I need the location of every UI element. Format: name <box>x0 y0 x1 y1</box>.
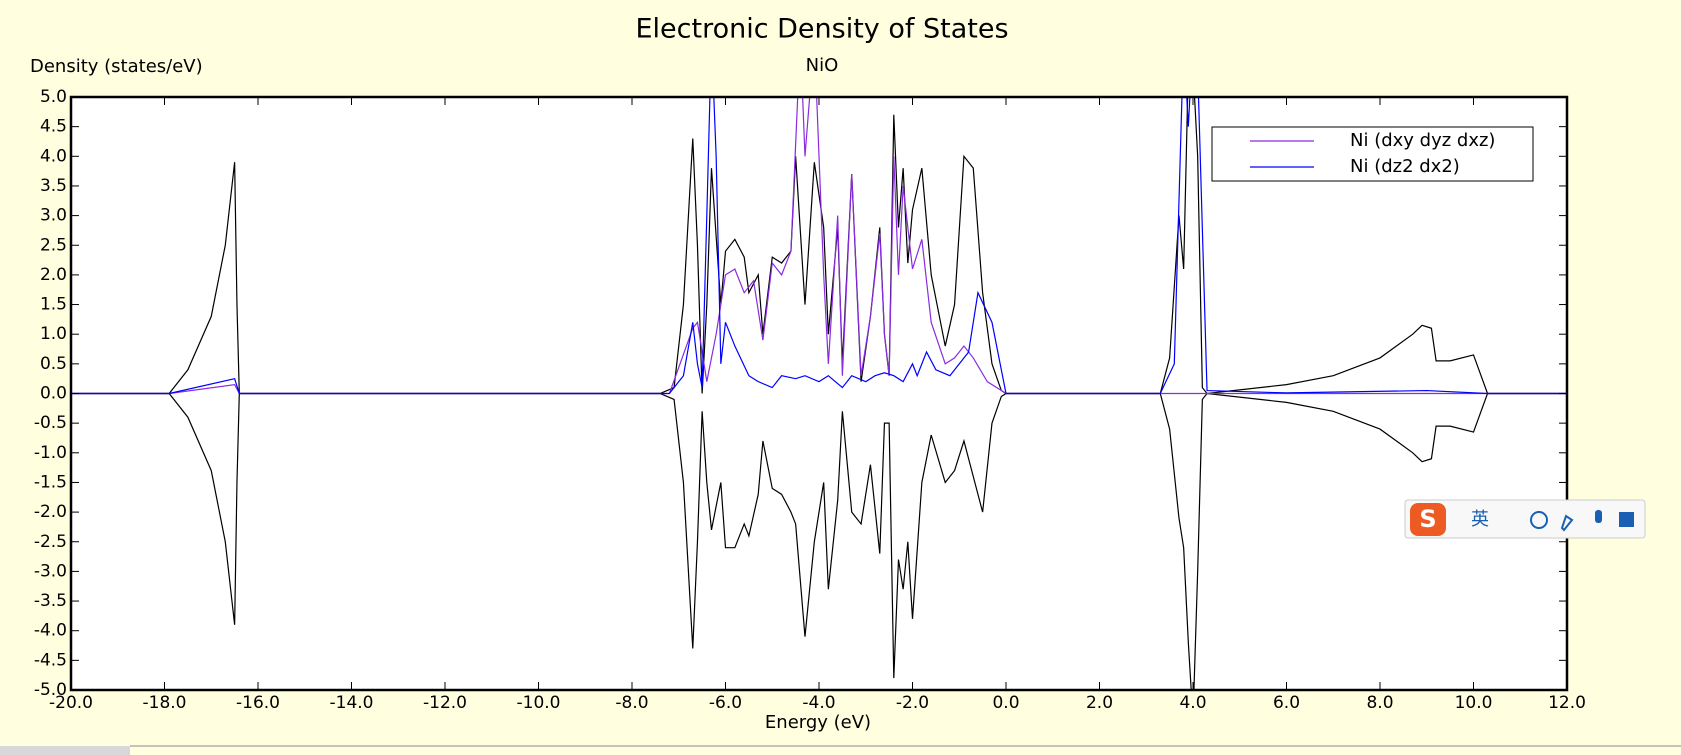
chart-title: Electronic Density of States <box>635 14 1008 45</box>
ime-logo-glyph: S <box>1419 505 1436 533</box>
x-tick-label: -16.0 <box>236 693 280 713</box>
ime-mic[interactable] <box>1595 510 1602 523</box>
ime-emoji[interactable] <box>1530 511 1548 529</box>
series-line <box>71 392 1567 690</box>
x-tick-label: -2.0 <box>896 693 929 713</box>
y-tick-label: -2.5 <box>34 532 67 552</box>
x-tick-label: -18.0 <box>143 693 187 713</box>
y-tick-label: -5.0 <box>34 680 67 700</box>
x-tick-label: -10.0 <box>517 693 561 713</box>
x-tick-label: 6.0 <box>1273 693 1300 713</box>
x-tick-label: -14.0 <box>330 693 374 713</box>
x-tick-label: -4.0 <box>802 693 835 713</box>
x-tick-label: 0.0 <box>992 693 1019 713</box>
ime-toolbar[interactable]: S 英 <box>1404 499 1646 539</box>
y-tick-label: 3.0 <box>40 206 67 226</box>
y-tick-label: 3.5 <box>40 176 67 196</box>
y-axis-label: Density (states/eV) <box>30 56 203 77</box>
status-tab <box>0 746 130 755</box>
ticks: 5.0 4.5 4.0 3.5 3.0 2.5 2.0 1.5 1.0 0.5 0.0 -0.5 -1.… <box>34 87 1586 713</box>
x-axis-label: Energy (eV) <box>765 712 871 733</box>
chart-subtitle: NiO <box>806 55 839 76</box>
ime-logo <box>1410 503 1446 536</box>
x-tick-label: 4.0 <box>1179 693 1206 713</box>
x-tick-label: 2.0 <box>1086 693 1113 713</box>
legend-label: Ni (dxy dyz dxz) <box>1350 130 1495 151</box>
y-tick-label: -4.5 <box>34 650 67 670</box>
y-tick-label: 0.5 <box>40 354 67 374</box>
x-tick-label: 10.0 <box>1455 693 1493 713</box>
x-tick-label: 8.0 <box>1366 693 1393 713</box>
y-tick-label: 1.5 <box>40 295 67 315</box>
ime-pen[interactable] <box>1560 514 1574 532</box>
y-tick-label: -2.0 <box>34 502 67 522</box>
y-tick-label: -3.5 <box>34 591 67 611</box>
x-tick-label: -8.0 <box>615 693 648 713</box>
series-line <box>71 97 1567 395</box>
x-tick-label: -20.0 <box>49 693 93 713</box>
ime-language[interactable]: 英 <box>1471 509 1489 530</box>
x-tick-label: -12.0 <box>423 693 467 713</box>
ime-frame <box>1404 499 1646 539</box>
legend: Ni (dxy dyz dxz) Ni (dz2 dx2) <box>1211 126 1534 182</box>
y-tick-label: 5.0 <box>40 87 67 107</box>
y-tick-label: 0.0 <box>40 384 67 404</box>
ime-menu[interactable] <box>1619 512 1634 527</box>
x-tick-label: -6.0 <box>709 693 742 713</box>
lines <box>71 97 1567 690</box>
y-tick-label: 1.0 <box>40 324 67 344</box>
y-tick-label: -1.5 <box>34 472 67 492</box>
y-tick-label: 2.5 <box>40 235 67 255</box>
y-tick-label: 4.5 <box>40 117 67 137</box>
legend-label: Ni (dz2 dx2) <box>1350 156 1460 177</box>
y-tick-label: 2.0 <box>40 265 67 285</box>
y-tick-label: 4.0 <box>40 146 67 166</box>
series-line <box>71 97 1567 395</box>
y-tick-label: -4.0 <box>34 621 67 641</box>
x-tick-label: 12.0 <box>1548 693 1586 713</box>
legend-frame <box>1211 126 1534 182</box>
y-tick-label: -0.5 <box>34 413 67 433</box>
y-tick-label: -1.0 <box>34 443 67 463</box>
y-tick-label: -3.0 <box>34 561 67 581</box>
